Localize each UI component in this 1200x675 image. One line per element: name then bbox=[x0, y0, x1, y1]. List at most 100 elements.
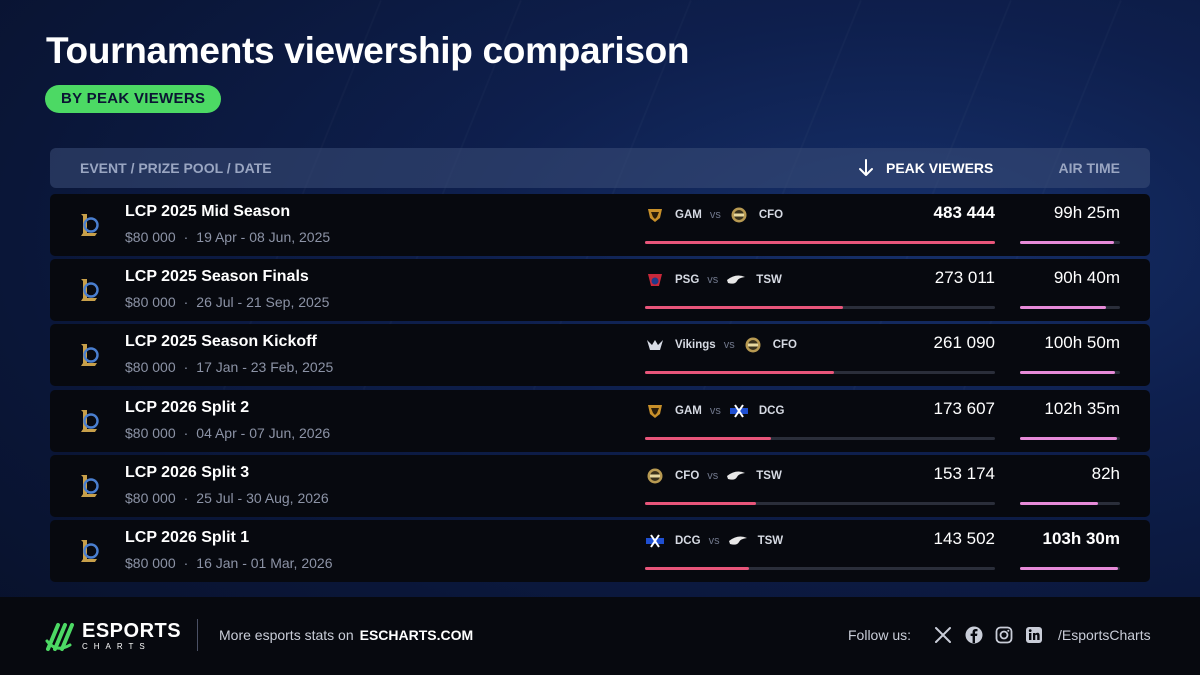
air-time-value: 90h 40m bbox=[1053, 268, 1120, 288]
peak-viewers-track bbox=[645, 306, 995, 310]
team2-name: TSW bbox=[757, 535, 784, 547]
meta-separator: · bbox=[183, 424, 189, 441]
more-stats: More esports stats on ESCHARTS.COM bbox=[219, 627, 473, 643]
header-peak-viewers[interactable]: PEAK VIEWERS bbox=[858, 148, 993, 188]
team2-name: DCG bbox=[758, 404, 785, 417]
prize-pool: $80 000 bbox=[125, 229, 176, 245]
event-name[interactable]: LCP 2026 Split 2 bbox=[125, 398, 250, 416]
top-match[interactable]: GAM vs CFO bbox=[645, 206, 783, 224]
event-name[interactable]: LCP 2025 Mid Season bbox=[125, 203, 291, 220]
air-time-bar bbox=[1020, 567, 1118, 570]
air-time-track bbox=[1020, 501, 1120, 505]
cfo-team-logo-icon bbox=[647, 468, 663, 484]
air-time-value: 100h 50m bbox=[1044, 333, 1120, 353]
escharts-link[interactable]: ESCHARTS.COM bbox=[359, 627, 474, 643]
air-time-bar bbox=[1020, 436, 1118, 440]
sort-arrow-down-icon bbox=[859, 159, 873, 176]
table-row[interactable]: LCP 2025 Season Finals $80 000 · 26 Jul - 2… bbox=[50, 259, 1150, 322]
peak-viewers-value: 153 174 bbox=[933, 463, 995, 483]
top-match[interactable]: CFO vs TSW bbox=[645, 467, 782, 485]
peak-viewers-track bbox=[645, 567, 995, 570]
esports-charts-logo-icon bbox=[45, 623, 74, 651]
prize-pool: $80 000 bbox=[125, 294, 176, 311]
footer-divider bbox=[197, 619, 198, 651]
league-of-legends-icon bbox=[81, 409, 99, 432]
peak-viewers-value: 261 090 bbox=[933, 333, 995, 353]
facebook-icon[interactable] bbox=[965, 626, 983, 644]
vikings-team-logo-icon bbox=[647, 340, 663, 351]
prize-pool: $80 000 bbox=[125, 359, 176, 376]
table-row[interactable]: LCP 2025 Season Kickoff $80 000 · 17 Jan - … bbox=[50, 324, 1150, 387]
top-match[interactable]: GAM vs DCG bbox=[645, 402, 784, 420]
social-handle[interactable]: /EsportsCharts bbox=[1058, 627, 1151, 643]
cfo-team-logo-icon bbox=[745, 337, 761, 353]
brand-logo[interactable]: ESPORTS CHARTS bbox=[44, 619, 181, 653]
top-match[interactable]: Vikings vs CFO bbox=[645, 336, 797, 354]
top-match[interactable]: PSG vs TSW bbox=[645, 271, 782, 289]
air-time-bar bbox=[1020, 501, 1098, 505]
event-dates: 26 Jul - 21 Sep, 2025 bbox=[196, 294, 330, 311]
air-time-value: 99h 25m bbox=[1053, 203, 1120, 222]
event-dates: 17 Jan - 23 Feb, 2025 bbox=[196, 359, 334, 376]
table-row[interactable]: LCP 2026 Split 2 $80 000 · 04 Apr - 07 Jun,… bbox=[50, 389, 1150, 452]
peak-viewers-track bbox=[645, 436, 995, 440]
prize-pool: $80 000 bbox=[125, 489, 176, 506]
team1-name: GAM bbox=[675, 209, 702, 221]
instagram-icon[interactable] bbox=[995, 626, 1013, 644]
team2-name: CFO bbox=[758, 209, 784, 221]
tsw-team-logo-icon bbox=[728, 536, 747, 545]
header-peak-label: PEAK VIEWERS bbox=[886, 160, 994, 176]
air-time-track bbox=[1020, 371, 1120, 375]
peak-viewers-value: 483 444 bbox=[933, 203, 995, 222]
footer: ESPORTS CHARTS More esports stats on ESCH… bbox=[0, 597, 1200, 675]
team1-name: PSG bbox=[675, 274, 700, 287]
peak-viewers-track bbox=[645, 241, 995, 244]
air-time-value: 102h 35m bbox=[1044, 398, 1120, 418]
team2-name: TSW bbox=[756, 274, 782, 287]
air-time-value: 103h 30m bbox=[1042, 529, 1121, 548]
peak-viewers-bar bbox=[645, 436, 771, 440]
meta-separator: · bbox=[183, 229, 189, 245]
prize-pool: $80 000 bbox=[125, 555, 176, 571]
top-match[interactable]: DCG vs TSW bbox=[645, 532, 783, 550]
league-of-legends-icon bbox=[81, 214, 99, 236]
team1-name: GAM bbox=[675, 404, 702, 417]
event-meta: $80 000 · 19 Apr - 08 Jun, 2025 bbox=[125, 229, 330, 245]
air-time-track bbox=[1020, 306, 1120, 310]
air-time-bar bbox=[1020, 306, 1106, 310]
air-time-track bbox=[1020, 567, 1120, 570]
event-meta: $80 000 · 16 Jan - 01 Mar, 2026 bbox=[125, 555, 332, 571]
vs-label: vs bbox=[708, 535, 720, 547]
team2-name: TSW bbox=[756, 469, 782, 482]
table-row[interactable]: LCP 2026 Split 3 $80 000 · 25 Jul - 30 Aug,… bbox=[50, 454, 1150, 517]
event-dates: 16 Jan - 01 Mar, 2026 bbox=[196, 555, 333, 571]
event-name[interactable]: LCP 2026 Split 1 bbox=[125, 529, 250, 546]
dcg-team-logo-icon bbox=[646, 534, 664, 548]
event-meta: $80 000 · 17 Jan - 23 Feb, 2025 bbox=[125, 359, 333, 375]
table-row[interactable]: LCP 2025 Mid Season $80 000 · 19 Apr - 08 J… bbox=[50, 194, 1150, 256]
event-name[interactable]: LCP 2025 Season Finals bbox=[125, 268, 309, 286]
peak-viewers-value: 173 607 bbox=[933, 398, 995, 418]
meta-separator: · bbox=[183, 294, 189, 311]
peak-viewers-bar bbox=[645, 371, 835, 375]
event-dates: 25 Jul - 30 Aug, 2026 bbox=[196, 489, 329, 506]
x-icon[interactable] bbox=[934, 626, 952, 644]
linkedin-icon[interactable] bbox=[1025, 626, 1043, 644]
air-time-bar bbox=[1020, 241, 1115, 244]
air-time-track bbox=[1020, 241, 1120, 244]
header-air-time[interactable]: AIR TIME bbox=[1058, 160, 1120, 176]
peak-viewers-bar bbox=[645, 306, 843, 310]
team2-name: CFO bbox=[772, 339, 797, 352]
header-event: EVENT / PRIZE POOL / DATE bbox=[80, 160, 272, 176]
event-meta: $80 000 · 26 Jul - 21 Sep, 2025 bbox=[125, 294, 329, 310]
vs-label: vs bbox=[709, 404, 721, 417]
peak-viewers-track bbox=[645, 371, 995, 375]
event-name[interactable]: LCP 2025 Season Kickoff bbox=[125, 333, 317, 351]
event-name[interactable]: LCP 2026 Split 3 bbox=[125, 463, 250, 481]
psg-team-logo-icon bbox=[648, 274, 662, 287]
league-of-legends-icon bbox=[81, 540, 99, 562]
page-title: Tournaments viewership comparison bbox=[46, 30, 690, 71]
table-row[interactable]: LCP 2026 Split 1 $80 000 · 16 Jan - 01 Mar,… bbox=[50, 520, 1150, 582]
vs-label: vs bbox=[707, 469, 719, 482]
vs-label: vs bbox=[707, 274, 719, 287]
